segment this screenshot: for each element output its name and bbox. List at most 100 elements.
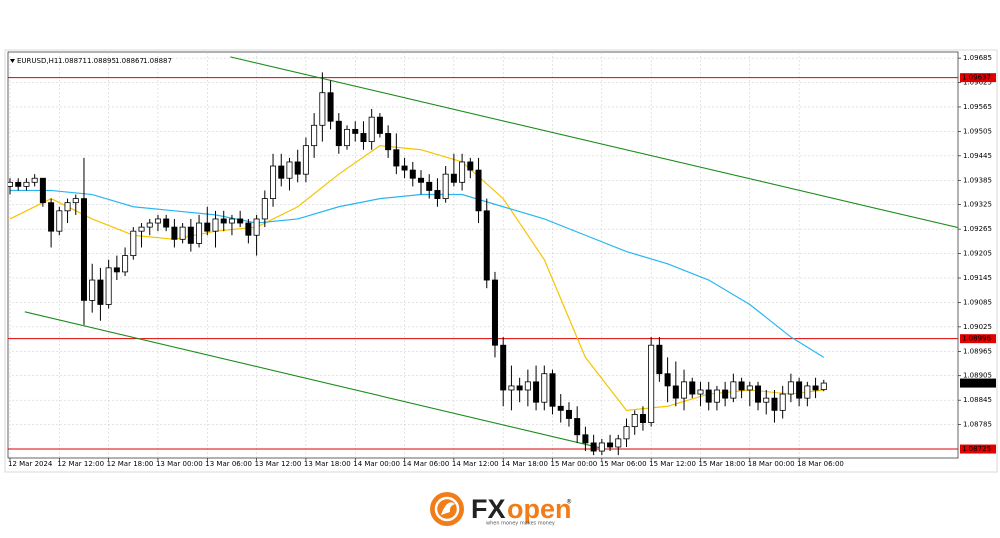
chart-title: EURUSD,H1	[17, 57, 58, 65]
logo-mark: ®	[566, 499, 572, 506]
x-tick-label: 14 Mar 18:00	[501, 460, 548, 468]
header-close: 1.08887	[143, 57, 172, 65]
chart-frame	[4, 49, 998, 473]
y-tick-label: 1.09145	[963, 274, 992, 282]
candle-body	[8, 181, 13, 187]
candle-body	[771, 397, 778, 411]
candle-body	[508, 385, 515, 391]
candle-body	[294, 161, 301, 175]
candle-body	[681, 381, 688, 399]
candle-body	[417, 177, 424, 183]
x-tick-label: 12 Mar 2024	[8, 460, 53, 468]
y-tick-label: 1.09445	[963, 152, 992, 160]
candle-body	[113, 267, 120, 273]
candle-body	[237, 218, 244, 224]
candle-body	[730, 381, 737, 399]
candle-body	[15, 181, 22, 187]
candle-body	[253, 218, 260, 236]
y-tick-label: 1.09325	[963, 201, 992, 209]
candle-body	[475, 169, 482, 212]
level-label-box	[960, 334, 996, 344]
candle-body	[541, 373, 548, 403]
x-tick-label: 13 Mar 00:00	[156, 460, 203, 468]
y-tick-label: 1.08905	[963, 372, 992, 380]
candle-body	[820, 382, 827, 390]
candle-body	[23, 181, 30, 187]
candle-body	[565, 409, 572, 419]
x-tick-label: 15 Mar 12:00	[649, 460, 696, 468]
candle-body	[154, 218, 161, 224]
candle-body	[48, 202, 55, 232]
candle-body	[763, 397, 770, 403]
candle-body	[163, 218, 170, 228]
candle-body	[738, 381, 745, 391]
plot-area	[7, 51, 959, 459]
candle-body	[319, 92, 326, 126]
candle-body	[689, 381, 696, 395]
level-label: 1.08725	[962, 445, 991, 453]
y-tick-label: 1.09625	[963, 79, 992, 87]
candle-body	[352, 128, 359, 134]
y-tick-label: 1.09025	[963, 323, 992, 331]
y-tick-label: 1.08845	[963, 396, 992, 404]
candle-body	[812, 385, 819, 391]
plot	[8, 56, 958, 456]
candle-body	[179, 226, 186, 240]
logo-icon-ring	[434, 496, 460, 522]
candle-body	[516, 385, 523, 391]
candle-body	[146, 222, 153, 228]
candle-body	[409, 169, 416, 179]
candle-body	[327, 92, 334, 122]
candle-body	[220, 218, 227, 224]
candle-body	[557, 405, 564, 411]
candle-body	[286, 161, 293, 179]
y-tick-label: 1.09685	[963, 54, 992, 62]
y-tick-label: 1.09265	[963, 225, 992, 233]
axes: 1.09685 1.09625 1.09565 1.09505 1.09445 1.093…	[8, 54, 996, 468]
x-tick-label: 15 Mar 18:00	[698, 460, 745, 468]
candle-body	[187, 226, 194, 244]
x-tick-label: 14 Mar 12:00	[452, 460, 499, 468]
candle-body	[705, 389, 712, 403]
moving-average	[9, 145, 824, 411]
candle-body	[500, 344, 507, 391]
candle-body	[483, 210, 490, 281]
candle-body	[39, 177, 46, 204]
candle-body	[804, 385, 811, 399]
candle-body	[672, 385, 679, 399]
candle-body	[105, 267, 112, 305]
candle-body	[138, 226, 145, 232]
header-arrow	[10, 59, 15, 63]
candle-body	[459, 161, 466, 183]
candle-body	[779, 393, 786, 411]
candle-body	[639, 414, 646, 423]
candle-body	[755, 385, 762, 403]
level-label: 1.09637	[962, 74, 991, 82]
moving-average	[10, 189, 825, 358]
candle-body	[89, 279, 96, 301]
y-tick-label: 1.09565	[963, 103, 992, 111]
level-label-box	[960, 73, 996, 83]
x-tick-label: 15 Mar 06:00	[600, 460, 647, 468]
y-tick-label: 1.09505	[963, 127, 992, 135]
candle-body	[393, 149, 400, 167]
logo-prefix: FX	[471, 494, 506, 524]
x-tick-label: 13 Mar 06:00	[205, 460, 252, 468]
last-price-label: 1.08887	[962, 379, 991, 387]
level-label: 1.08996	[962, 335, 991, 343]
y-tick-label: 1.08785	[963, 421, 992, 429]
x-tick-label: 18 Mar 06:00	[797, 460, 844, 468]
candle-body	[796, 381, 803, 399]
candle-body	[442, 173, 449, 199]
candle-body	[664, 373, 671, 387]
candle-body	[450, 173, 457, 183]
x-tick-label: 12 Mar 18:00	[107, 460, 154, 468]
header-low: 1.08867	[115, 57, 144, 65]
y-tick-label: 1.08965	[963, 347, 992, 355]
candle-body	[302, 145, 309, 175]
candle-body	[212, 218, 219, 232]
candle-body	[713, 389, 720, 403]
x-tick-label: 14 Mar 06:00	[403, 460, 450, 468]
candle-body	[533, 381, 540, 403]
